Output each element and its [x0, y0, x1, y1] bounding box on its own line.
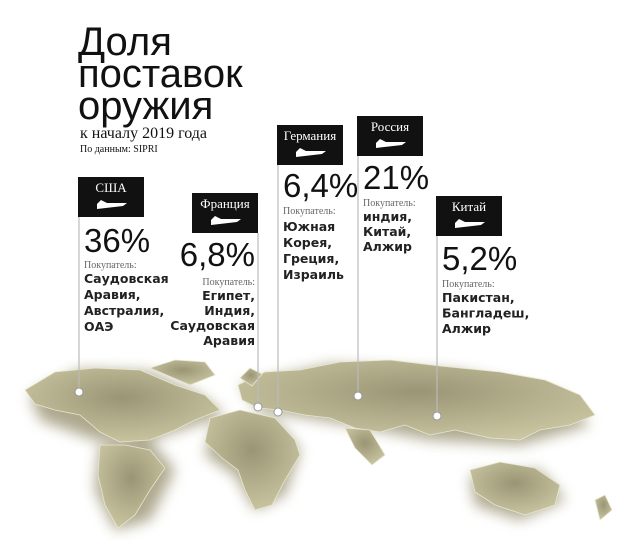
- share: 36%: [84, 222, 150, 259]
- pins: США36%Покупатель:СаудовскаяАравия,Австра…: [74, 116, 529, 421]
- title-line: поставок: [78, 52, 243, 96]
- weapon-icon: [376, 139, 406, 148]
- country-name: Германия: [284, 128, 336, 143]
- buyer: Саудовская: [170, 318, 255, 333]
- buyer: Саудовская: [84, 271, 169, 286]
- buyer: Аравия: [203, 333, 255, 348]
- weapon-icon: [455, 219, 485, 228]
- country-box: [436, 196, 502, 236]
- buyer: Алжир: [363, 239, 412, 254]
- weapon-icon: [97, 200, 127, 209]
- weapon-icon: [296, 148, 326, 157]
- title-line: Доля: [78, 20, 172, 64]
- country-name: Китай: [452, 199, 486, 214]
- buyer: ОАЭ: [84, 319, 113, 334]
- buyer: Пакистан,: [442, 290, 515, 305]
- buyer: Алжир: [442, 321, 491, 336]
- buyer-label: Покупатель:: [202, 277, 255, 288]
- buyer: Австралия,: [84, 303, 164, 318]
- buyer: индия,: [363, 209, 412, 224]
- country-box: [277, 125, 343, 165]
- country-name: США: [95, 180, 127, 195]
- source: По данным: SIPRI: [80, 144, 158, 155]
- buyer: Израиль: [283, 267, 344, 282]
- buyer: Корея,: [283, 235, 332, 250]
- country-box: [357, 116, 423, 156]
- subtitle: к началу 2019 года: [80, 125, 207, 142]
- share: 6,8%: [180, 236, 255, 273]
- weapon-icon: [211, 216, 241, 225]
- pin-dot: [273, 407, 283, 417]
- country-box: [192, 193, 258, 233]
- pin-dot: [432, 411, 442, 421]
- buyer: Китай,: [363, 224, 411, 239]
- title-line: оружия: [78, 84, 213, 128]
- buyer: Аравия,: [84, 287, 141, 302]
- share: 21%: [363, 159, 429, 196]
- share: 6,4%: [283, 167, 358, 204]
- buyer-label: Покупатель:: [442, 279, 495, 290]
- pin-dot: [353, 391, 363, 401]
- world-map: [24, 359, 613, 530]
- country-name: Франция: [200, 196, 249, 211]
- buyer: Индия,: [204, 303, 255, 318]
- buyer: Южная: [283, 219, 335, 234]
- buyer-label: Покупатель:: [283, 206, 336, 217]
- pin-dot: [253, 402, 263, 412]
- share: 5,2%: [442, 240, 517, 277]
- buyer: Египет,: [202, 288, 255, 303]
- buyer: Бангладеш,: [442, 306, 529, 321]
- country-box: [78, 177, 144, 217]
- country-name: Россия: [371, 119, 409, 134]
- buyer-label: Покупатель:: [84, 260, 137, 271]
- buyer: Греция,: [283, 251, 339, 266]
- buyer-label: Покупатель:: [363, 198, 416, 209]
- pin-dot: [74, 387, 84, 397]
